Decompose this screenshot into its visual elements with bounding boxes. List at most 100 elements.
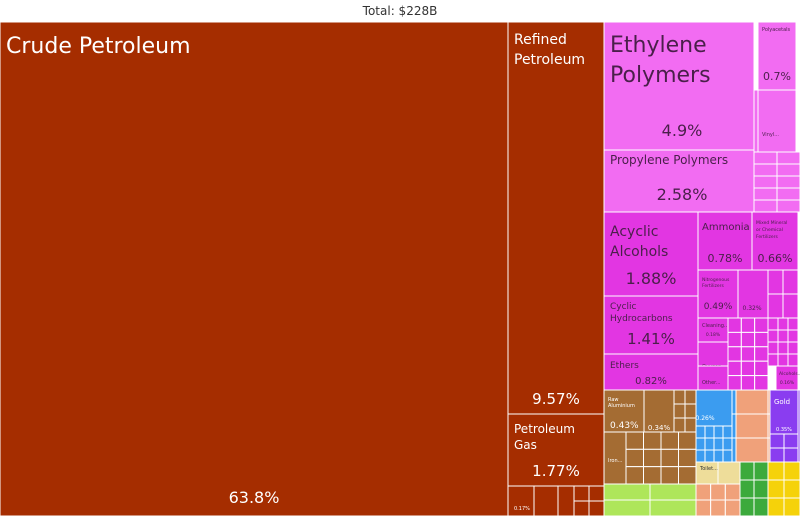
label-cyclic-hydrocarbons: Hydrocarbons	[610, 314, 673, 324]
small-cell	[782, 293, 799, 319]
small-cell	[767, 317, 779, 331]
small-cell	[753, 497, 769, 517]
small-cell	[727, 346, 742, 362]
share-nitrogenous-fertilizers: 0.49%	[704, 302, 733, 312]
small-cell	[777, 341, 789, 355]
small-cell	[753, 187, 778, 201]
share-chemicals-032: 0.32%	[742, 305, 761, 312]
small-cell	[767, 269, 784, 295]
label-raw-aluminium: Raw	[608, 397, 619, 403]
label-mixed-fertilizers: or Chemical	[756, 227, 783, 233]
small-cell	[787, 341, 799, 355]
share-ethylene-polymers: 4.9%	[662, 121, 703, 140]
small-cell	[588, 485, 605, 502]
label-mixed-fertilizers: Mixed Mineral	[756, 220, 787, 226]
share-propylene-polymers: 2.58%	[657, 185, 708, 204]
small-cell	[754, 346, 769, 362]
small-cell	[660, 448, 679, 468]
share-cleaning: 0.18%	[706, 332, 721, 338]
cell-polyacetals	[757, 21, 797, 91]
label-ethers: Ethers	[610, 361, 639, 371]
cell-ethers	[603, 353, 699, 391]
small-cell	[735, 437, 769, 463]
small-cell	[588, 500, 605, 517]
small-cell	[782, 269, 799, 295]
small-cell	[643, 448, 662, 468]
share-gold: 0.35%	[776, 427, 792, 433]
small-cell	[603, 483, 651, 501]
label-propylene-polymers: Propylene Polymers	[610, 153, 728, 167]
cell-alcohols	[775, 365, 799, 391]
share-crude-petroleum: 63.8%	[229, 488, 280, 507]
small-cell	[740, 346, 756, 362]
label-mixed-fertilizers: Fertilizers	[756, 234, 778, 240]
label-gold: Gold	[774, 398, 790, 406]
label-ethylene-polymers: Polymers	[610, 63, 711, 88]
cell-cyclic-hydrocarbons	[603, 295, 699, 355]
small-cell	[643, 466, 662, 485]
small-cell	[739, 461, 755, 481]
small-cell	[767, 479, 785, 499]
label-cyclic-hydrocarbons: Cyclic	[610, 302, 637, 312]
small-cell	[573, 485, 590, 502]
small-cell	[735, 413, 769, 439]
small-cell	[776, 175, 800, 189]
small-cell	[767, 353, 779, 367]
small-cell	[673, 389, 686, 405]
treemap-cell	[557, 485, 575, 517]
share-alcohols: 0.16%	[780, 380, 795, 386]
small-cell	[684, 403, 697, 419]
small-cell	[724, 483, 741, 501]
small-cell	[660, 466, 679, 485]
small-cell	[754, 331, 769, 348]
small-cell	[684, 389, 697, 405]
share-mixed-fertilizers: 0.66%	[758, 252, 793, 265]
small-cell	[767, 461, 785, 481]
small-cell	[710, 499, 726, 517]
cell-gold	[769, 389, 799, 435]
label-refined-petroleum: Refined	[514, 32, 567, 48]
small-cell	[678, 431, 697, 450]
small-cell	[787, 317, 799, 331]
small-cell	[684, 417, 697, 433]
share-cyclic-hydrocarbons: 1.41%	[627, 330, 675, 348]
small-cell	[740, 360, 756, 377]
small-cell	[731, 437, 737, 463]
small-cell	[783, 447, 799, 463]
label-petroleum-gas: Petroleum	[514, 422, 575, 436]
label-ammonia: Ammonia	[702, 222, 750, 233]
small-cell	[722, 449, 733, 463]
cell-other	[697, 365, 729, 391]
small-cell	[787, 353, 799, 367]
cell-ethylene-polymers	[603, 21, 755, 151]
small-cell	[753, 151, 778, 165]
label-petroleum-gas: Gas	[514, 438, 537, 452]
small-cell	[649, 499, 697, 517]
small-cell	[731, 413, 737, 439]
small-cell	[753, 175, 778, 189]
small-cell	[695, 499, 712, 517]
small-cell	[727, 331, 742, 348]
small-cell	[727, 317, 742, 333]
small-cell	[710, 483, 726, 501]
small-cell	[776, 187, 800, 201]
cell-metals-034	[643, 389, 675, 433]
label-plastics-small: Vinyl...	[762, 132, 779, 138]
label-other: Other...	[702, 380, 721, 386]
small-cell	[753, 199, 778, 213]
label-toilet: Toilet...	[699, 466, 718, 472]
cell-mineral-small	[507, 485, 535, 517]
small-cell	[704, 437, 715, 451]
small-cell	[754, 360, 769, 377]
small-cell	[649, 483, 697, 501]
small-cell	[660, 431, 679, 450]
share-blue-group: 0.26%	[695, 415, 714, 422]
share-mineral-small: 0.17%	[514, 506, 530, 512]
small-cell	[678, 448, 697, 468]
small-cell	[695, 483, 712, 501]
small-cell	[673, 417, 686, 433]
cell-nitrogenous-fertilizers	[697, 269, 739, 319]
small-cell	[722, 437, 733, 451]
small-cell	[573, 500, 590, 517]
